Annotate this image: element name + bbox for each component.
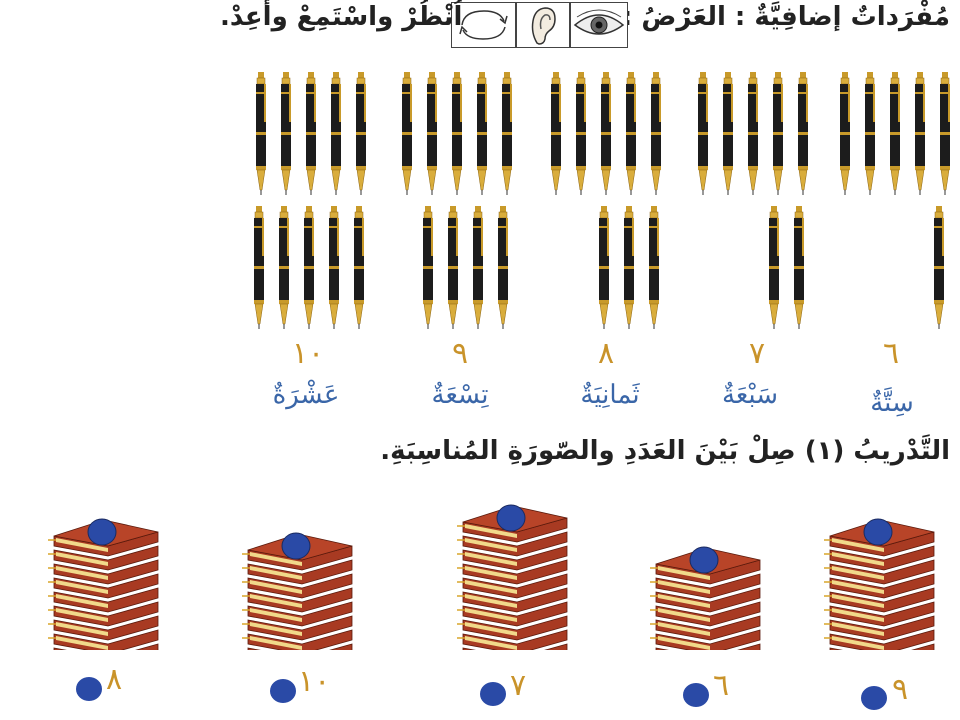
pen-7-bottom-1 <box>767 206 781 330</box>
answer-dot-4[interactable] <box>270 679 296 703</box>
word-label-9: تِسْعَةٌ <box>431 380 489 410</box>
pen-8-top-5 <box>649 72 663 196</box>
pen-8-top-1 <box>549 72 563 196</box>
book-stack-5[interactable] <box>46 470 166 669</box>
pen-8-top-4 <box>624 72 638 196</box>
answer-number-5: ٨ <box>106 662 123 697</box>
eye-icon <box>573 9 625 35</box>
pen-9-top-2 <box>425 72 439 196</box>
pen-9-bottom-3 <box>471 206 485 330</box>
ear-icon-box <box>516 2 570 48</box>
pen-9-bottom-2 <box>446 206 460 330</box>
pen-8-top-2 <box>574 72 588 196</box>
book-stack-2[interactable] <box>648 470 768 669</box>
pen-10-bottom-5 <box>352 206 366 330</box>
book-stack-4[interactable] <box>240 470 360 669</box>
pen-7-top-1 <box>696 72 710 196</box>
eye-icon-box <box>570 2 628 48</box>
pen-10-top-4 <box>329 72 343 196</box>
pen-9-bottom-1 <box>421 206 435 330</box>
repeat-icon-box <box>451 2 516 48</box>
pen-9-top-4 <box>475 72 489 196</box>
pen-7-bottom-2 <box>792 206 806 330</box>
pen-10-bottom-3 <box>302 206 316 330</box>
pen-8-bottom-3 <box>647 206 661 330</box>
instruction-text: اُنْظُرْ واسْتَمِعْ وأَعِدْ. <box>220 2 463 32</box>
pen-10-bottom-2 <box>277 206 291 330</box>
word-label-10: عَشْرَةٌ <box>272 380 340 410</box>
pen-10-top-5 <box>354 72 368 196</box>
pen-8-top-3 <box>599 72 613 196</box>
pen-9-top-1 <box>400 72 414 196</box>
pen-8-bottom-2 <box>622 206 636 330</box>
pen-7-top-4 <box>771 72 785 196</box>
book-stack-1[interactable] <box>822 470 942 669</box>
pen-10-bottom-4 <box>327 206 341 330</box>
ear-icon <box>531 7 556 45</box>
pen-6-top-5 <box>938 72 952 196</box>
book-stack-3[interactable] <box>455 470 575 669</box>
answer-dot-2[interactable] <box>683 683 709 707</box>
repeat-arrows-icon <box>459 10 508 40</box>
pen-6-bottom-1 <box>932 206 946 330</box>
answer-number-4: ١٠ <box>298 664 331 699</box>
answer-number-1: ٩ <box>892 672 909 707</box>
word-label-7: سَبْعَةٌ <box>721 380 779 410</box>
pen-9-top-5 <box>500 72 514 196</box>
pen-6-top-1 <box>838 72 852 196</box>
answer-number-2: ٦ <box>713 668 730 703</box>
pen-8-bottom-1 <box>597 206 611 330</box>
pen-10-top-1 <box>254 72 268 196</box>
pen-10-top-3 <box>304 72 318 196</box>
pen-7-top-5 <box>796 72 810 196</box>
word-label-6: سِتَّةٌ <box>870 388 914 418</box>
pen-6-top-4 <box>913 72 927 196</box>
number-label-7: ٧ <box>748 336 766 371</box>
pen-9-bottom-4 <box>496 206 510 330</box>
pen-7-top-2 <box>721 72 735 196</box>
pen-10-top-2 <box>279 72 293 196</box>
number-label-8: ٨ <box>597 336 615 371</box>
pen-9-top-3 <box>450 72 464 196</box>
pen-6-top-3 <box>888 72 902 196</box>
number-label-9: ٩ <box>451 336 469 371</box>
section-title: مُفْرَداتٌ إضافِيَّةٌ : العَرْضُ : <box>621 2 950 32</box>
pen-10-bottom-1 <box>252 206 266 330</box>
pen-6-top-2 <box>863 72 877 196</box>
answer-number-3: ٧ <box>510 668 527 703</box>
answer-dot-5[interactable] <box>76 677 102 701</box>
number-label-6: ٦ <box>882 336 900 371</box>
pen-7-top-3 <box>746 72 760 196</box>
exercise-title: التَّدْريبُ (١) صِلْ بَيْنَ العَدَدِ وال… <box>380 436 950 466</box>
answer-dot-3[interactable] <box>480 682 506 706</box>
answer-dot-1[interactable] <box>861 686 887 710</box>
number-label-10: ١٠ <box>291 336 325 371</box>
word-label-8: ثَمانِيَةٌ <box>580 380 640 410</box>
